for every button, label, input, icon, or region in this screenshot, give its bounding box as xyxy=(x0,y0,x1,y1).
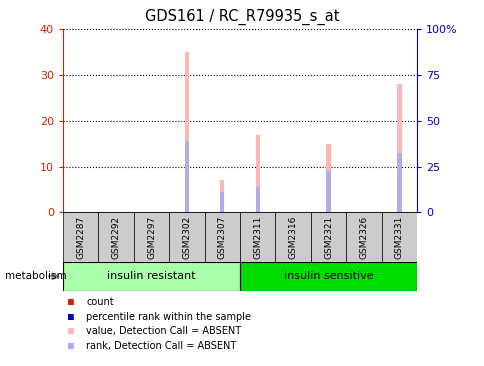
Bar xyxy=(169,212,204,262)
Text: ■: ■ xyxy=(68,326,74,336)
Text: insulin resistant: insulin resistant xyxy=(107,271,196,281)
Bar xyxy=(98,212,134,262)
Text: GSM2316: GSM2316 xyxy=(288,216,297,259)
Text: GSM2307: GSM2307 xyxy=(217,216,227,259)
Bar xyxy=(310,212,346,262)
Bar xyxy=(63,212,98,262)
Bar xyxy=(381,212,416,262)
Text: ■: ■ xyxy=(68,311,74,322)
Text: ■: ■ xyxy=(68,297,74,307)
Text: insulin sensitive: insulin sensitive xyxy=(283,271,373,281)
Text: percentile rank within the sample: percentile rank within the sample xyxy=(86,311,251,322)
Bar xyxy=(220,192,224,212)
Bar xyxy=(255,134,259,212)
Bar xyxy=(184,141,189,212)
Text: ■: ■ xyxy=(68,341,74,351)
Text: GSM2326: GSM2326 xyxy=(359,216,368,259)
Text: GSM2292: GSM2292 xyxy=(111,216,121,259)
Bar xyxy=(326,171,330,212)
Bar xyxy=(396,84,401,212)
Bar xyxy=(255,187,259,212)
Bar xyxy=(184,52,189,212)
Bar xyxy=(240,212,275,262)
Bar xyxy=(275,212,310,262)
Text: GSM2297: GSM2297 xyxy=(147,216,156,259)
Text: GDS161 / RC_R79935_s_at: GDS161 / RC_R79935_s_at xyxy=(145,9,339,25)
Text: GSM2287: GSM2287 xyxy=(76,216,85,259)
Text: GSM2321: GSM2321 xyxy=(323,216,333,259)
Bar xyxy=(204,212,240,262)
Text: GSM2311: GSM2311 xyxy=(253,216,262,259)
Bar xyxy=(396,153,401,212)
Bar xyxy=(326,144,330,212)
Bar xyxy=(63,262,240,291)
Text: rank, Detection Call = ABSENT: rank, Detection Call = ABSENT xyxy=(86,341,236,351)
Bar xyxy=(240,262,416,291)
Bar xyxy=(134,212,169,262)
Text: GSM2302: GSM2302 xyxy=(182,216,191,259)
Text: value, Detection Call = ABSENT: value, Detection Call = ABSENT xyxy=(86,326,241,336)
Text: GSM2331: GSM2331 xyxy=(394,216,403,259)
Bar xyxy=(220,180,224,212)
Bar xyxy=(346,212,381,262)
Text: metabolism: metabolism xyxy=(5,271,66,281)
Text: count: count xyxy=(86,297,114,307)
